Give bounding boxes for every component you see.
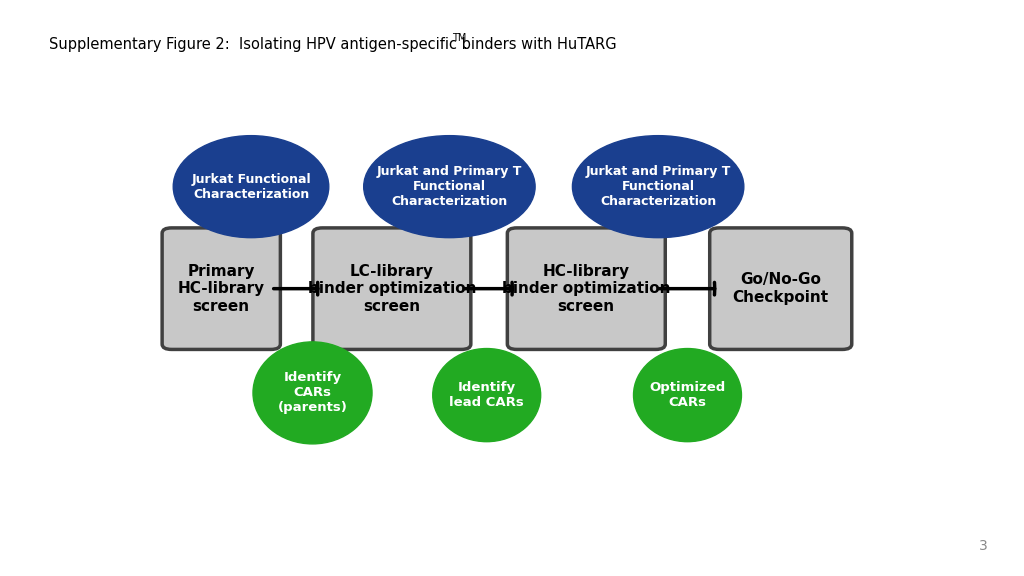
Text: Jurkat Functional
Characterization: Jurkat Functional Characterization bbox=[191, 173, 311, 200]
Ellipse shape bbox=[364, 136, 536, 238]
Text: Supplementary Figure 2:  Isolating HPV antigen-specific binders with HuTARG: Supplementary Figure 2: Isolating HPV an… bbox=[49, 37, 616, 52]
Text: LC-library
binder optimization
screen: LC-library binder optimization screen bbox=[307, 264, 476, 313]
Text: Identify
CARs
(parents): Identify CARs (parents) bbox=[278, 372, 347, 414]
Text: Jurkat and Primary T
Functional
Characterization: Jurkat and Primary T Functional Characte… bbox=[377, 165, 522, 208]
Ellipse shape bbox=[572, 136, 743, 238]
Text: Primary
HC-library
screen: Primary HC-library screen bbox=[178, 264, 265, 313]
FancyBboxPatch shape bbox=[162, 228, 281, 350]
FancyBboxPatch shape bbox=[313, 228, 471, 350]
Ellipse shape bbox=[253, 342, 372, 444]
Text: Identify
lead CARs: Identify lead CARs bbox=[450, 381, 524, 409]
Text: Optimized
CARs: Optimized CARs bbox=[649, 381, 726, 409]
Ellipse shape bbox=[433, 348, 541, 442]
FancyBboxPatch shape bbox=[710, 228, 852, 350]
Text: Go/No-Go
Checkpoint: Go/No-Go Checkpoint bbox=[733, 272, 828, 305]
Text: Jurkat and Primary T
Functional
Characterization: Jurkat and Primary T Functional Characte… bbox=[586, 165, 731, 208]
Text: .: . bbox=[463, 37, 468, 52]
FancyBboxPatch shape bbox=[507, 228, 666, 350]
Ellipse shape bbox=[634, 348, 741, 442]
Text: 3: 3 bbox=[979, 539, 988, 553]
Text: TM: TM bbox=[452, 33, 466, 43]
Text: HC-library
binder optimization
screen: HC-library binder optimization screen bbox=[502, 264, 671, 313]
Ellipse shape bbox=[173, 136, 329, 238]
